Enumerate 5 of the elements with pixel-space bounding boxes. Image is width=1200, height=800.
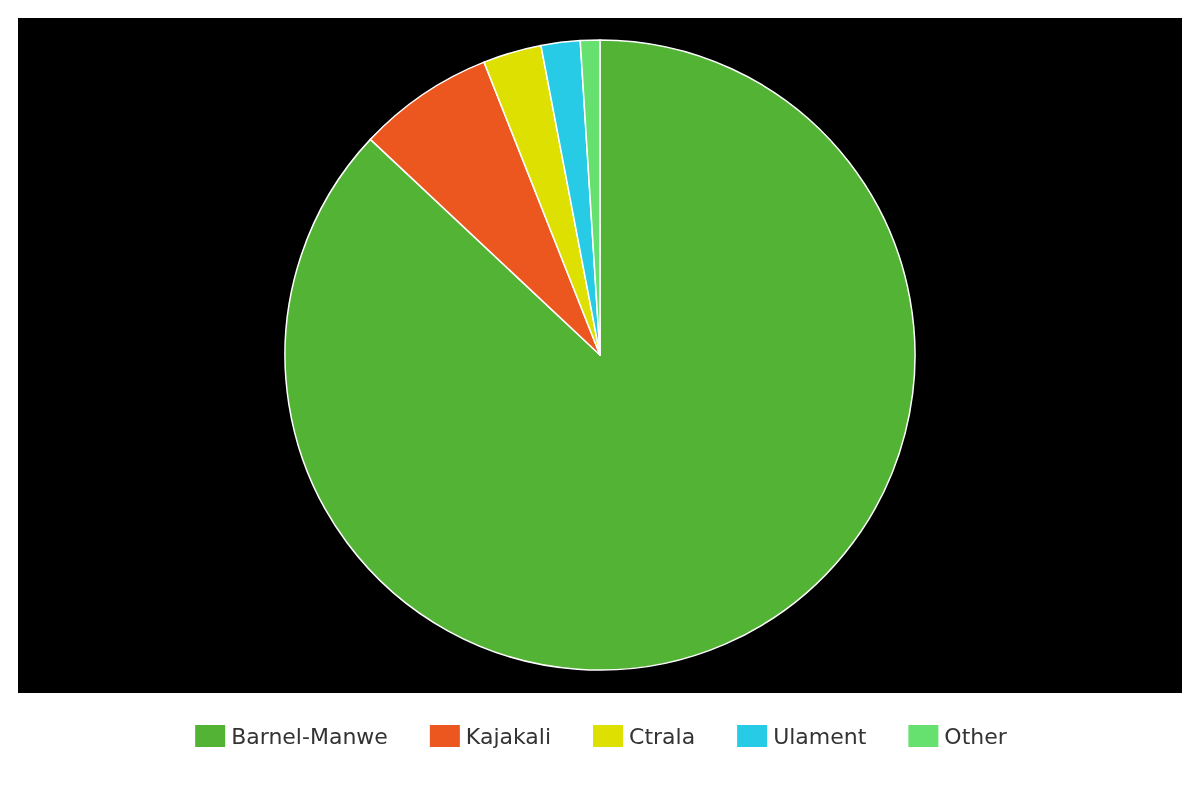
legend-label: Barnel-Manwe bbox=[231, 723, 388, 749]
legend-label: Kajakali bbox=[465, 723, 552, 749]
legend-label: Ctrala bbox=[629, 723, 696, 749]
legend-label: Other bbox=[944, 723, 1008, 749]
legend-label: Ulament bbox=[773, 723, 867, 749]
